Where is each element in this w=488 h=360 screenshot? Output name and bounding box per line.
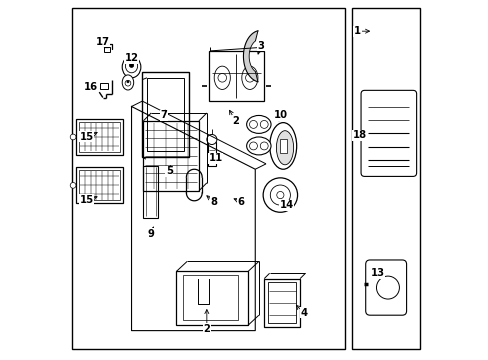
Ellipse shape (125, 59, 137, 73)
FancyBboxPatch shape (360, 90, 416, 176)
Text: 6: 6 (234, 197, 244, 207)
Circle shape (129, 63, 133, 67)
Bar (143, 121, 199, 191)
Circle shape (70, 134, 76, 140)
Circle shape (249, 142, 257, 150)
Text: 4: 4 (296, 305, 306, 318)
Bar (279, 139, 286, 153)
Text: 11: 11 (208, 153, 223, 163)
Bar (100, 83, 107, 89)
Text: 9: 9 (147, 227, 154, 239)
Bar (72, 8, 344, 348)
Text: 10: 10 (273, 111, 287, 121)
Bar (76, 167, 122, 203)
Bar (104, 47, 109, 51)
Text: 2: 2 (203, 310, 210, 334)
Circle shape (260, 121, 267, 129)
Bar (143, 166, 158, 218)
Circle shape (70, 183, 76, 188)
Circle shape (376, 276, 399, 299)
Text: 2: 2 (229, 110, 239, 126)
Circle shape (126, 81, 129, 83)
Text: 15: 15 (80, 195, 97, 205)
Polygon shape (243, 31, 257, 82)
Text: 14: 14 (279, 200, 293, 210)
Text: 15: 15 (80, 132, 97, 142)
Text: 5: 5 (165, 166, 172, 176)
Bar (267, 282, 296, 323)
Text: 12: 12 (124, 53, 138, 64)
FancyBboxPatch shape (365, 260, 406, 315)
Circle shape (249, 121, 257, 129)
Bar (176, 271, 247, 325)
Circle shape (206, 134, 217, 144)
Ellipse shape (246, 116, 270, 134)
Circle shape (218, 73, 226, 82)
Text: 13: 13 (370, 268, 384, 278)
Text: 18: 18 (352, 130, 366, 140)
Text: 7: 7 (160, 110, 167, 121)
Circle shape (270, 185, 290, 205)
Ellipse shape (214, 66, 230, 89)
Circle shape (260, 142, 267, 150)
Bar (147, 78, 184, 151)
Circle shape (125, 80, 131, 86)
Bar (79, 122, 120, 152)
Bar (351, 8, 419, 348)
Ellipse shape (122, 75, 133, 90)
Ellipse shape (241, 66, 258, 89)
Bar (207, 142, 215, 166)
Circle shape (263, 178, 297, 212)
Text: 16: 16 (84, 82, 99, 92)
Bar (264, 279, 300, 327)
Text: 1: 1 (353, 26, 369, 36)
Bar (76, 119, 122, 155)
Circle shape (245, 73, 254, 82)
Ellipse shape (276, 131, 293, 165)
Bar (208, 51, 264, 101)
Ellipse shape (269, 123, 296, 169)
Bar (79, 170, 120, 201)
Text: 3: 3 (257, 41, 264, 54)
Ellipse shape (246, 137, 270, 155)
Ellipse shape (122, 56, 141, 78)
Text: 8: 8 (206, 196, 217, 207)
Bar (142, 72, 188, 157)
Text: 17: 17 (96, 37, 110, 47)
Bar (183, 275, 238, 320)
Circle shape (276, 192, 284, 199)
